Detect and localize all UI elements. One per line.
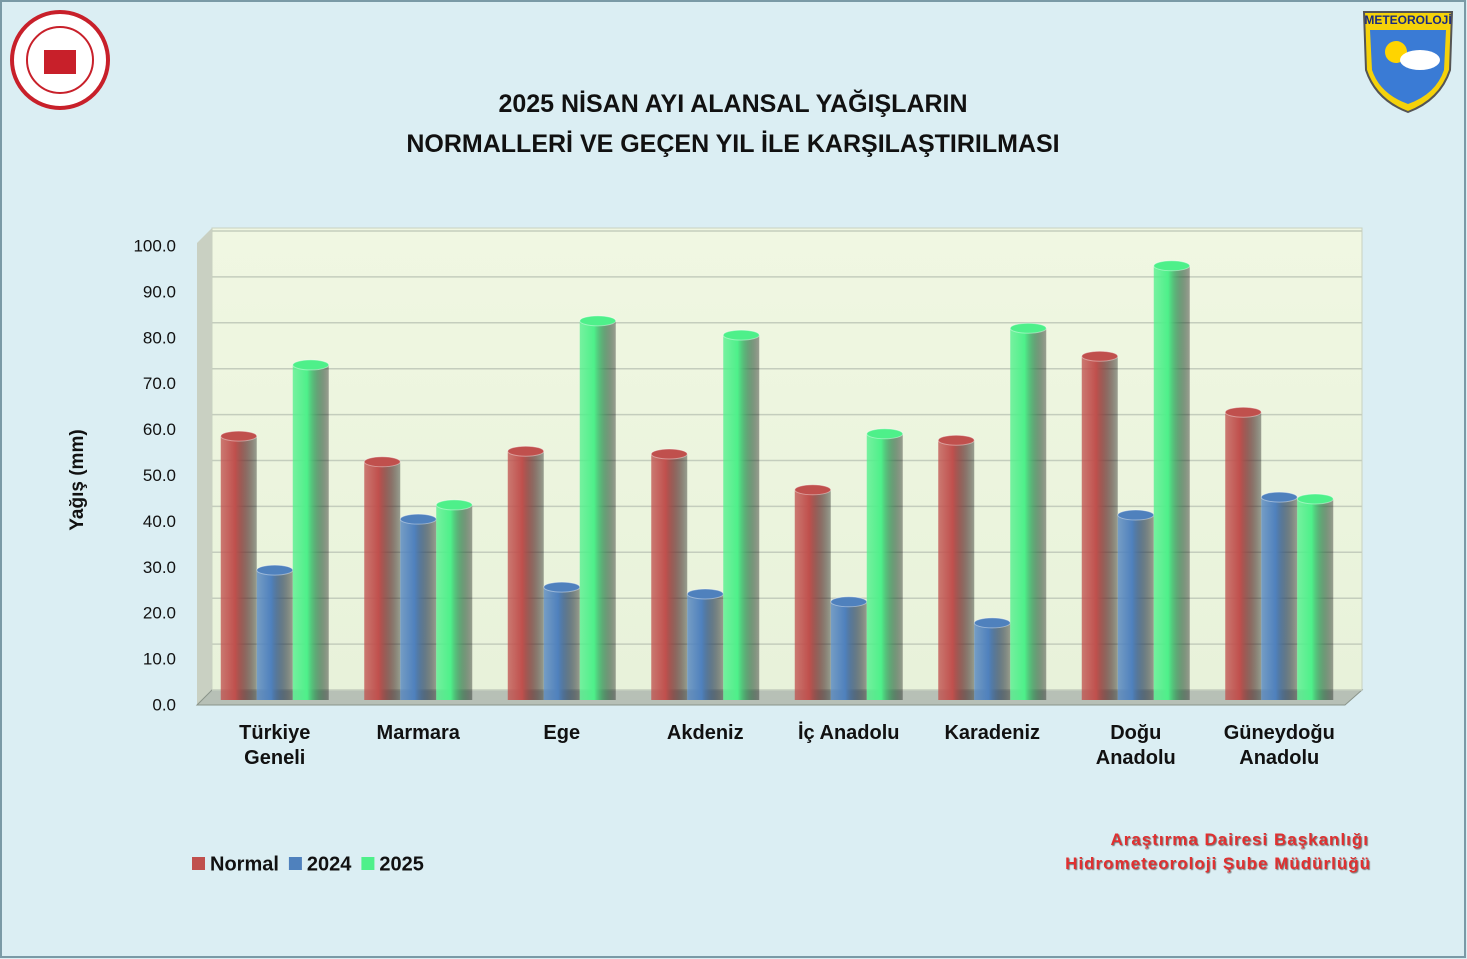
credit: Araştırma Dairesi Başkanlığı [1110,830,1369,849]
bar-cap [866,428,904,440]
bar [830,601,867,700]
bar-cap [937,434,975,446]
bar-cap [650,448,688,460]
x-tick-label: Türkiye Geneli [239,722,311,769]
bar-cap [1296,493,1334,505]
bar-cap [1081,350,1119,362]
bar [364,461,401,700]
bar [687,593,724,700]
chart-title: 2025 NİSAN AYI ALANSAL YAĞIŞLARIN [498,90,968,118]
x-tick-label: Ege [543,722,581,744]
bar [866,433,903,700]
bar-cap [722,329,760,341]
y-axis-label: Yağış (mm) [67,429,88,530]
bar [1153,265,1190,700]
seal-building [44,50,76,74]
bar-cap [1117,509,1155,521]
x-tick-label: İç Anadolu [798,722,900,744]
x-tick-label: Marmara [376,722,460,744]
legend-label: 2024 [307,853,352,875]
y-tick-label: 40.0 [143,512,176,531]
bar [220,436,257,700]
bar [974,622,1011,700]
credit: Hidrometeoroloji Şube Müdürlüğü [1065,854,1371,873]
seal-inner [26,26,94,94]
seal [10,10,110,110]
side-wall [197,228,212,705]
bar-cap [830,596,868,608]
bar [436,504,473,700]
cloud [1400,50,1440,70]
y-tick-label: 100.0 [133,236,176,255]
legend-swatch [192,857,205,870]
meteoroloji-logo: METEOROLOJİ [1362,11,1454,114]
y-tick-label: 0.0 [152,695,176,714]
bar [400,519,437,700]
bar [292,364,329,700]
y-tick-label: 60.0 [143,420,176,439]
legend-label: 2025 [379,853,424,875]
bar-cap [686,588,724,600]
y-tick-label: 90.0 [143,282,176,301]
bar [1297,498,1334,700]
bar [579,320,616,700]
chart-title: NORMALLERİ VE GEÇEN YIL İLE KARŞILAŞTIRI… [406,130,1060,158]
y-tick-label: 30.0 [143,558,176,577]
bar-cap [579,315,617,327]
bar-cap [292,359,330,371]
y-tick-label: 50.0 [143,466,176,485]
bar [1117,515,1154,700]
bar-cap [1224,406,1262,418]
bar [1225,412,1262,700]
y-tick-label: 70.0 [143,374,176,393]
legend-swatch [361,857,375,870]
legend-swatch [288,857,302,870]
bar [1261,497,1298,700]
bar-cap [256,564,294,576]
bar-cap [435,499,473,511]
bar-cap [507,445,545,457]
bar [723,335,760,700]
bar-cap [1260,491,1298,503]
logo-text: METEOROLOJİ [1364,12,1451,27]
y-tick-label: 20.0 [143,604,176,623]
bar [256,570,293,700]
bar [1081,356,1118,700]
bar-cap [363,456,401,468]
bar [1010,328,1047,700]
bar-cap [973,617,1011,629]
x-tick-label: Güneydoğu Anadolu [1223,722,1335,769]
x-tick-label: Doğu Anadolu [1095,722,1176,769]
bar-cap [1153,260,1191,272]
legend-label: Normal [210,853,279,875]
bar-cap [543,581,581,593]
bar [507,451,544,700]
x-tick-label: Karadeniz [944,722,1041,744]
x-tick-label: Akdeniz [666,722,744,744]
bar [794,489,831,700]
y-tick-label: 80.0 [143,328,176,347]
bar-cap [1009,322,1047,334]
bar-cap [399,513,437,525]
bar-cap [220,430,258,442]
bar [651,453,688,700]
bar [938,440,975,700]
bar-cap [794,484,832,496]
bar [543,587,580,700]
y-tick-label: 10.0 [143,650,176,669]
